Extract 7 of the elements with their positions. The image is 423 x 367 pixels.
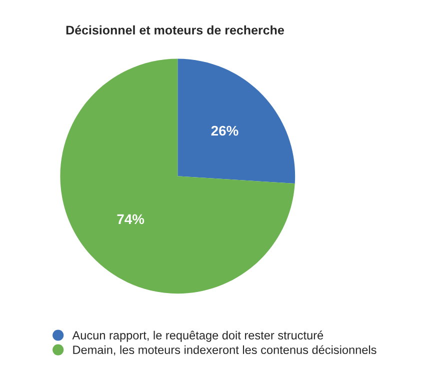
chart-title: Décisionnel et moteurs de recherche (66, 25, 284, 35)
data-label: 26% (211, 126, 238, 136)
data-label: 74% (117, 214, 144, 224)
pie-slice (60, 58, 295, 294)
pie-slice (178, 58, 296, 184)
legend-label: Aucun rapport, le requêtage doit rester structuré (72, 330, 324, 342)
legend-label: Demain, les moteurs indexeront les contenus décisionnels (73, 345, 376, 356)
